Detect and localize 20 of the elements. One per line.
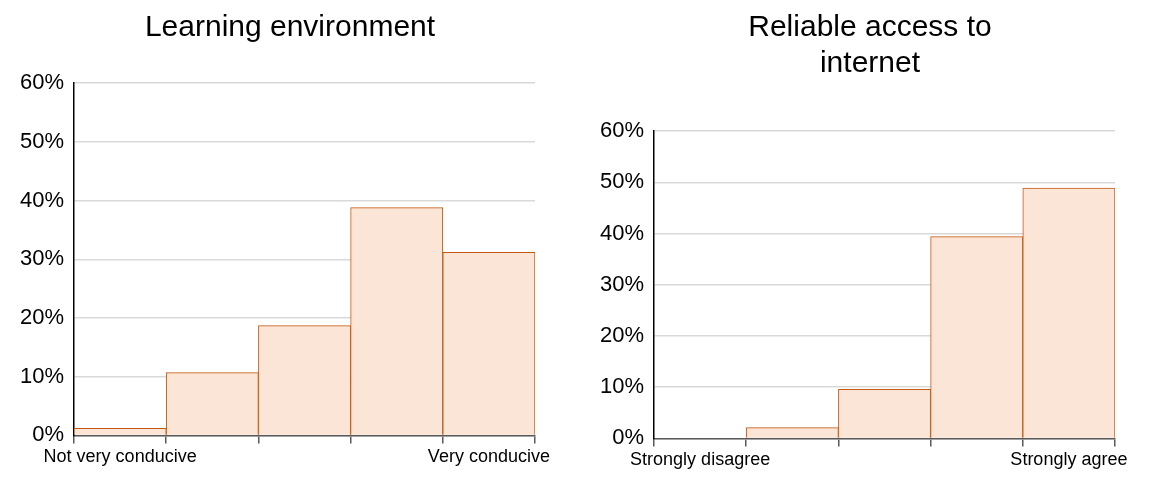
chart-title: Reliable access to internet [747, 8, 993, 80]
x-tick-label: Not very conducive [43, 446, 197, 467]
y-tick-label: 40% [599, 219, 645, 245]
y-tick-label: 0% [32, 421, 65, 447]
y-tick-label: 30% [599, 270, 645, 296]
y-tick-label: 20% [19, 304, 65, 330]
y-tick-label: 10% [19, 362, 65, 388]
y-tick-label: 60% [19, 69, 65, 95]
x-tick-label: Strongly agree [1010, 449, 1128, 470]
y-tick-label: 20% [599, 322, 645, 348]
y-tick-label: 50% [19, 127, 65, 153]
x-tick-label: Strongly disagree [630, 449, 771, 470]
y-tick-label: 50% [599, 168, 645, 194]
y-tick-label: 0% [612, 424, 645, 450]
y-tick-label: 40% [19, 186, 65, 212]
y-tick-label: 30% [19, 245, 65, 271]
chart-title: Learning environment [143, 8, 437, 44]
x-tick-label: Very conducive [427, 446, 550, 467]
y-tick-label: 60% [599, 117, 645, 143]
y-tick-label: 10% [599, 373, 645, 399]
